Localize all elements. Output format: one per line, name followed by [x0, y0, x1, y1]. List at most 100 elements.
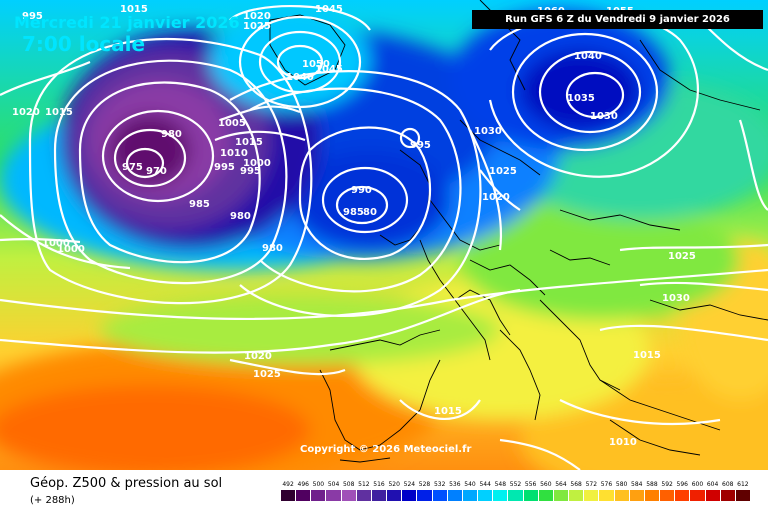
scale-swatch: [371, 490, 387, 501]
scale-swatch: [644, 490, 660, 501]
pressure-label: 1015: [434, 406, 462, 417]
pressure-label: 1025: [668, 251, 696, 262]
pressure-label: 985: [189, 199, 210, 210]
scale-cell: 536: [447, 479, 463, 501]
pressure-label: 980: [262, 243, 283, 254]
run-info: Run GFS 6 Z du Vendredi 9 janvier 2026: [472, 10, 763, 29]
forecast-date: Mercredi 21 janvier 2026: [14, 13, 240, 32]
scale-value: 596: [676, 481, 688, 488]
pressure-label: 1020: [482, 192, 510, 203]
scale-swatch: [569, 490, 584, 501]
pressure-label: 1045: [315, 4, 343, 15]
scale-value: 556: [524, 481, 537, 488]
scale-value: 604: [706, 481, 719, 488]
legend-bar: Géop. Z500 & pression au sol (+ 288h) 49…: [0, 470, 768, 512]
scale-value: 600: [691, 481, 704, 488]
pressure-label: 1025: [243, 21, 271, 32]
scale-cell: 592: [660, 479, 676, 501]
pressure-label: 1015: [633, 350, 661, 361]
scale-swatch: [402, 490, 417, 501]
scale-swatch: [387, 490, 402, 501]
pressure-label: 1050: [302, 59, 330, 70]
legend-title: Géop. Z500 & pression au sol: [30, 476, 223, 491]
scale-cell: 500: [311, 479, 327, 501]
pressure-label: 980: [230, 211, 251, 222]
pressure-label: 995: [410, 140, 431, 151]
color-scale: 492 496 500 504 508 512 516 520 524 528 532 536 540 5…: [281, 479, 751, 501]
scale-value: 504: [327, 481, 340, 488]
pressure-label: 80: [363, 207, 377, 218]
scale-cell: 556: [523, 479, 539, 501]
coastlines: [269, 0, 768, 463]
scale-swatch: [614, 490, 629, 501]
pressure-label: 1020: [243, 11, 271, 22]
scale-cell: 576: [599, 479, 615, 501]
pressure-label: 1040: [574, 51, 602, 62]
scale-value: 508: [342, 481, 355, 488]
copyright-text: Copyright © 2026 Meteociel.fr: [300, 444, 472, 455]
pressure-label: 980: [161, 129, 182, 140]
scale-swatch: [447, 490, 462, 501]
scale-value: 612: [737, 481, 749, 488]
scale-value: 548: [494, 481, 507, 488]
scale-cell: 608: [720, 479, 736, 501]
scale-value: 524: [403, 481, 416, 488]
pressure-label: 1000: [243, 158, 271, 169]
forecast-map: 995 1020 1025 1045 1015 1050 1045 1040 1020 1015 9…: [0, 0, 768, 470]
scale-cell: 604: [705, 479, 721, 501]
scale-swatch: [690, 490, 705, 501]
scale-swatch: [462, 490, 478, 501]
pressure-label: 1030: [662, 293, 690, 304]
scale-swatch: [417, 490, 432, 501]
pressure-label: 975: [122, 162, 143, 173]
pressure-label: 1000: [57, 244, 85, 255]
scale-swatch: [326, 490, 341, 501]
scale-swatch: [553, 490, 569, 501]
scale-swatch: [538, 490, 553, 501]
scale-cell: 600: [690, 479, 706, 501]
scale-swatch: [720, 490, 735, 501]
scale-cell: 544: [478, 479, 494, 501]
scale-swatch: [584, 490, 599, 501]
scale-value: 492: [282, 481, 294, 488]
pressure-label: 1025: [253, 369, 281, 380]
scale-swatch: [478, 490, 493, 501]
pressure-label: 1040: [286, 72, 314, 83]
pressure-label: 1005: [218, 118, 246, 129]
scale-swatch: [296, 490, 311, 501]
pressure-label: 1045: [315, 64, 343, 75]
scale-value: 512: [358, 481, 370, 488]
geopotential-field: [0, 0, 768, 470]
scale-value: 516: [373, 481, 385, 488]
scale-value: 540: [464, 481, 476, 488]
pressure-label: 970: [146, 166, 167, 177]
scale-cell: 508: [341, 479, 357, 501]
scale-cell: 524: [402, 479, 418, 501]
scale-cell: 596: [675, 479, 691, 501]
scale-swatch: [432, 490, 447, 501]
scale-value: 608: [722, 481, 734, 488]
scale-cell: 528: [417, 479, 433, 501]
scale-cell: 496: [296, 479, 312, 501]
scale-value: 572: [585, 481, 598, 488]
scale-value: 560: [540, 481, 552, 488]
pressure-label: 990: [351, 185, 372, 196]
scale-cell: 516: [371, 479, 388, 501]
scale-swatch: [311, 490, 326, 501]
scale-cell: 572: [584, 479, 600, 501]
scale-value: 576: [600, 481, 613, 488]
pressure-label: 1030: [474, 126, 502, 137]
pressure-label: 1010: [220, 148, 248, 159]
scale-cell: 560: [538, 479, 554, 501]
scale-cell: 564: [553, 479, 570, 501]
scale-swatch: [523, 490, 538, 501]
scale-cell: 512: [356, 479, 372, 501]
pressure-label: 1000: [42, 238, 70, 249]
scale-value: 544: [479, 481, 491, 488]
pressure-label: 1015: [120, 4, 148, 15]
scale-value: 588: [646, 481, 658, 488]
scale-swatch: [508, 490, 523, 501]
scale-cell: 504: [326, 479, 342, 501]
scale-swatch: [660, 490, 675, 501]
